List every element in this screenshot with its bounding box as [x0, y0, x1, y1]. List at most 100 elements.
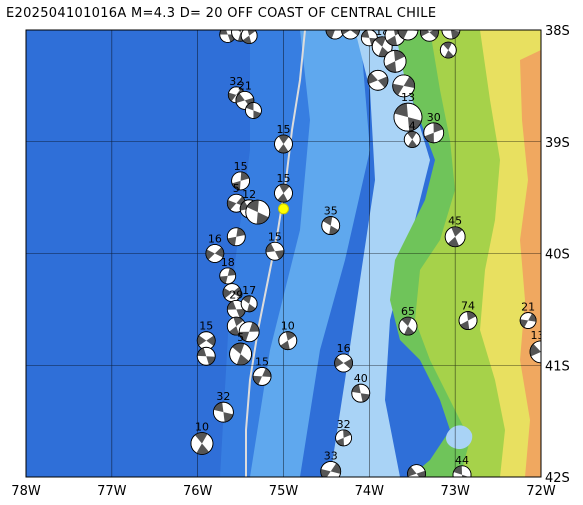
- focal-mechanism: 10: [190, 420, 214, 455]
- focal-mechanism: 35: [321, 205, 341, 235]
- depth-label: 15: [199, 320, 213, 333]
- focal-mechanism: 139: [529, 329, 552, 364]
- focal-mechanism: 33: [320, 449, 342, 477]
- depth-label: 21: [238, 79, 252, 92]
- focal-mechanism: [383, 49, 407, 73]
- focal-mechanism: 24: [325, 9, 345, 40]
- depth-label: 12: [444, 9, 458, 22]
- longitude-tick-label: 76W: [183, 484, 213, 499]
- focal-mechanism: 15: [196, 320, 216, 351]
- map-frame: [25, 29, 542, 478]
- focal-mechanism: 44: [452, 454, 472, 477]
- depth-label: 16: [234, 11, 248, 24]
- depth-label: 40: [354, 372, 368, 385]
- focal-mechanism: [407, 464, 426, 477]
- focal-mechanism: [392, 74, 416, 98]
- depth-label: 44: [455, 454, 469, 467]
- depth-label: 45: [448, 215, 462, 228]
- depth-label: 15: [234, 160, 248, 173]
- focal-mechanism: 17: [240, 284, 258, 313]
- depth-label: 18: [221, 256, 235, 269]
- longitude-tick-label: 75W: [269, 484, 299, 499]
- focal-mechanism: 15: [274, 172, 293, 203]
- longitude-tick-label: 73W: [440, 484, 470, 499]
- focal-mechanism: [226, 227, 246, 247]
- focal-mechanism: 20: [397, 8, 419, 41]
- depth-label: 17: [242, 284, 256, 297]
- focal-mechanism: 21: [519, 301, 537, 329]
- depth-label: 65: [401, 305, 415, 318]
- focal-mechanism: 15: [274, 123, 293, 154]
- depth-label: 14: [343, 9, 357, 22]
- depth-label: 20: [401, 8, 415, 21]
- depth-label: 24: [328, 9, 342, 22]
- focal-mechanism: 10: [278, 320, 298, 351]
- longitude-tick-label: 78W: [11, 484, 41, 499]
- depth-label: 18: [375, 25, 389, 38]
- land-peak: [520, 50, 541, 477]
- depth-label: 16: [337, 342, 351, 355]
- depth-label: 5: [233, 182, 240, 195]
- focal-mechanism: 14: [341, 9, 360, 40]
- depth-label: 35: [324, 205, 338, 218]
- depth-label: 21: [521, 301, 535, 314]
- focal-mechanism: 15: [252, 355, 272, 386]
- focal-mechanism: 21: [235, 79, 255, 110]
- depth-label: 15: [277, 123, 291, 136]
- lake: [446, 425, 473, 450]
- focal-mechanism: 29: [226, 288, 246, 319]
- depth-label: 25: [388, 14, 402, 27]
- depth-label: 12: [242, 188, 256, 201]
- depth-label: 32: [229, 75, 243, 88]
- focal-mechanism: 13: [393, 91, 423, 132]
- longitude-tick-label: 77W: [97, 484, 127, 499]
- depth-label: 15: [255, 355, 269, 368]
- longitude-tick-labels: 78W 77W 76W 75W 74W 73W 72W: [11, 484, 556, 499]
- focal-mechanism: 45: [444, 215, 466, 248]
- latitude-tick-labels: 38S 39S 40S 41S 42S: [545, 24, 570, 486]
- depth-label: 74: [461, 300, 475, 313]
- depth-label: 29: [229, 288, 243, 301]
- focal-mechanism: 12: [441, 9, 461, 40]
- depth-label: 10: [195, 420, 209, 433]
- focal-mechanism: 4: [403, 120, 421, 148]
- depth-label: 33: [324, 449, 338, 462]
- depth-label: 16: [208, 233, 222, 246]
- focal-mechanism: [196, 346, 216, 366]
- event-location-marker: [278, 203, 289, 215]
- depth-label: 4: [409, 120, 416, 133]
- latitude-tick-label: 39S: [545, 136, 570, 151]
- longitude-tick-label: 72W: [526, 484, 556, 499]
- focal-mechanism: [245, 199, 271, 225]
- latitude-tick-label: 42S: [545, 471, 570, 486]
- focal-mechanism: [367, 69, 389, 91]
- depth-label: 15: [268, 230, 282, 243]
- focal-mechanism: 15: [231, 160, 250, 191]
- focal-mechanism: [245, 102, 262, 119]
- longitude-tick-label: 74W: [355, 484, 385, 499]
- depth-label: 32: [216, 390, 230, 403]
- focal-mechanism: 40: [351, 372, 371, 403]
- depth-label: 5: [237, 331, 244, 344]
- focal-mechanism: 16: [205, 233, 225, 263]
- focal-mechanism: 15: [265, 230, 285, 261]
- depth-label: 30: [427, 111, 441, 124]
- focal-mechanism: 16: [334, 342, 353, 373]
- focal-mechanism: 5: [229, 331, 252, 366]
- latitude-tick-label: 40S: [545, 248, 570, 263]
- focal-mechanism: [238, 321, 260, 343]
- focal-mechanism: 32: [213, 390, 234, 423]
- focal-mechanism: 30: [423, 111, 445, 144]
- depth-label: 15: [277, 172, 291, 185]
- focal-mechanism: [420, 30, 439, 42]
- focal-mechanism: 74: [458, 300, 478, 330]
- depth-label: 139: [531, 329, 552, 342]
- latitude-tick-label: 38S: [545, 24, 570, 39]
- focal-mechanism: 5: [226, 182, 246, 213]
- focal-mechanism: 65: [398, 305, 418, 336]
- map-title: E202504101016A M=4.3 D= 20 OFF COAST OF …: [6, 6, 437, 21]
- depth-label: 13: [401, 91, 415, 104]
- depth-label: 10: [281, 320, 295, 333]
